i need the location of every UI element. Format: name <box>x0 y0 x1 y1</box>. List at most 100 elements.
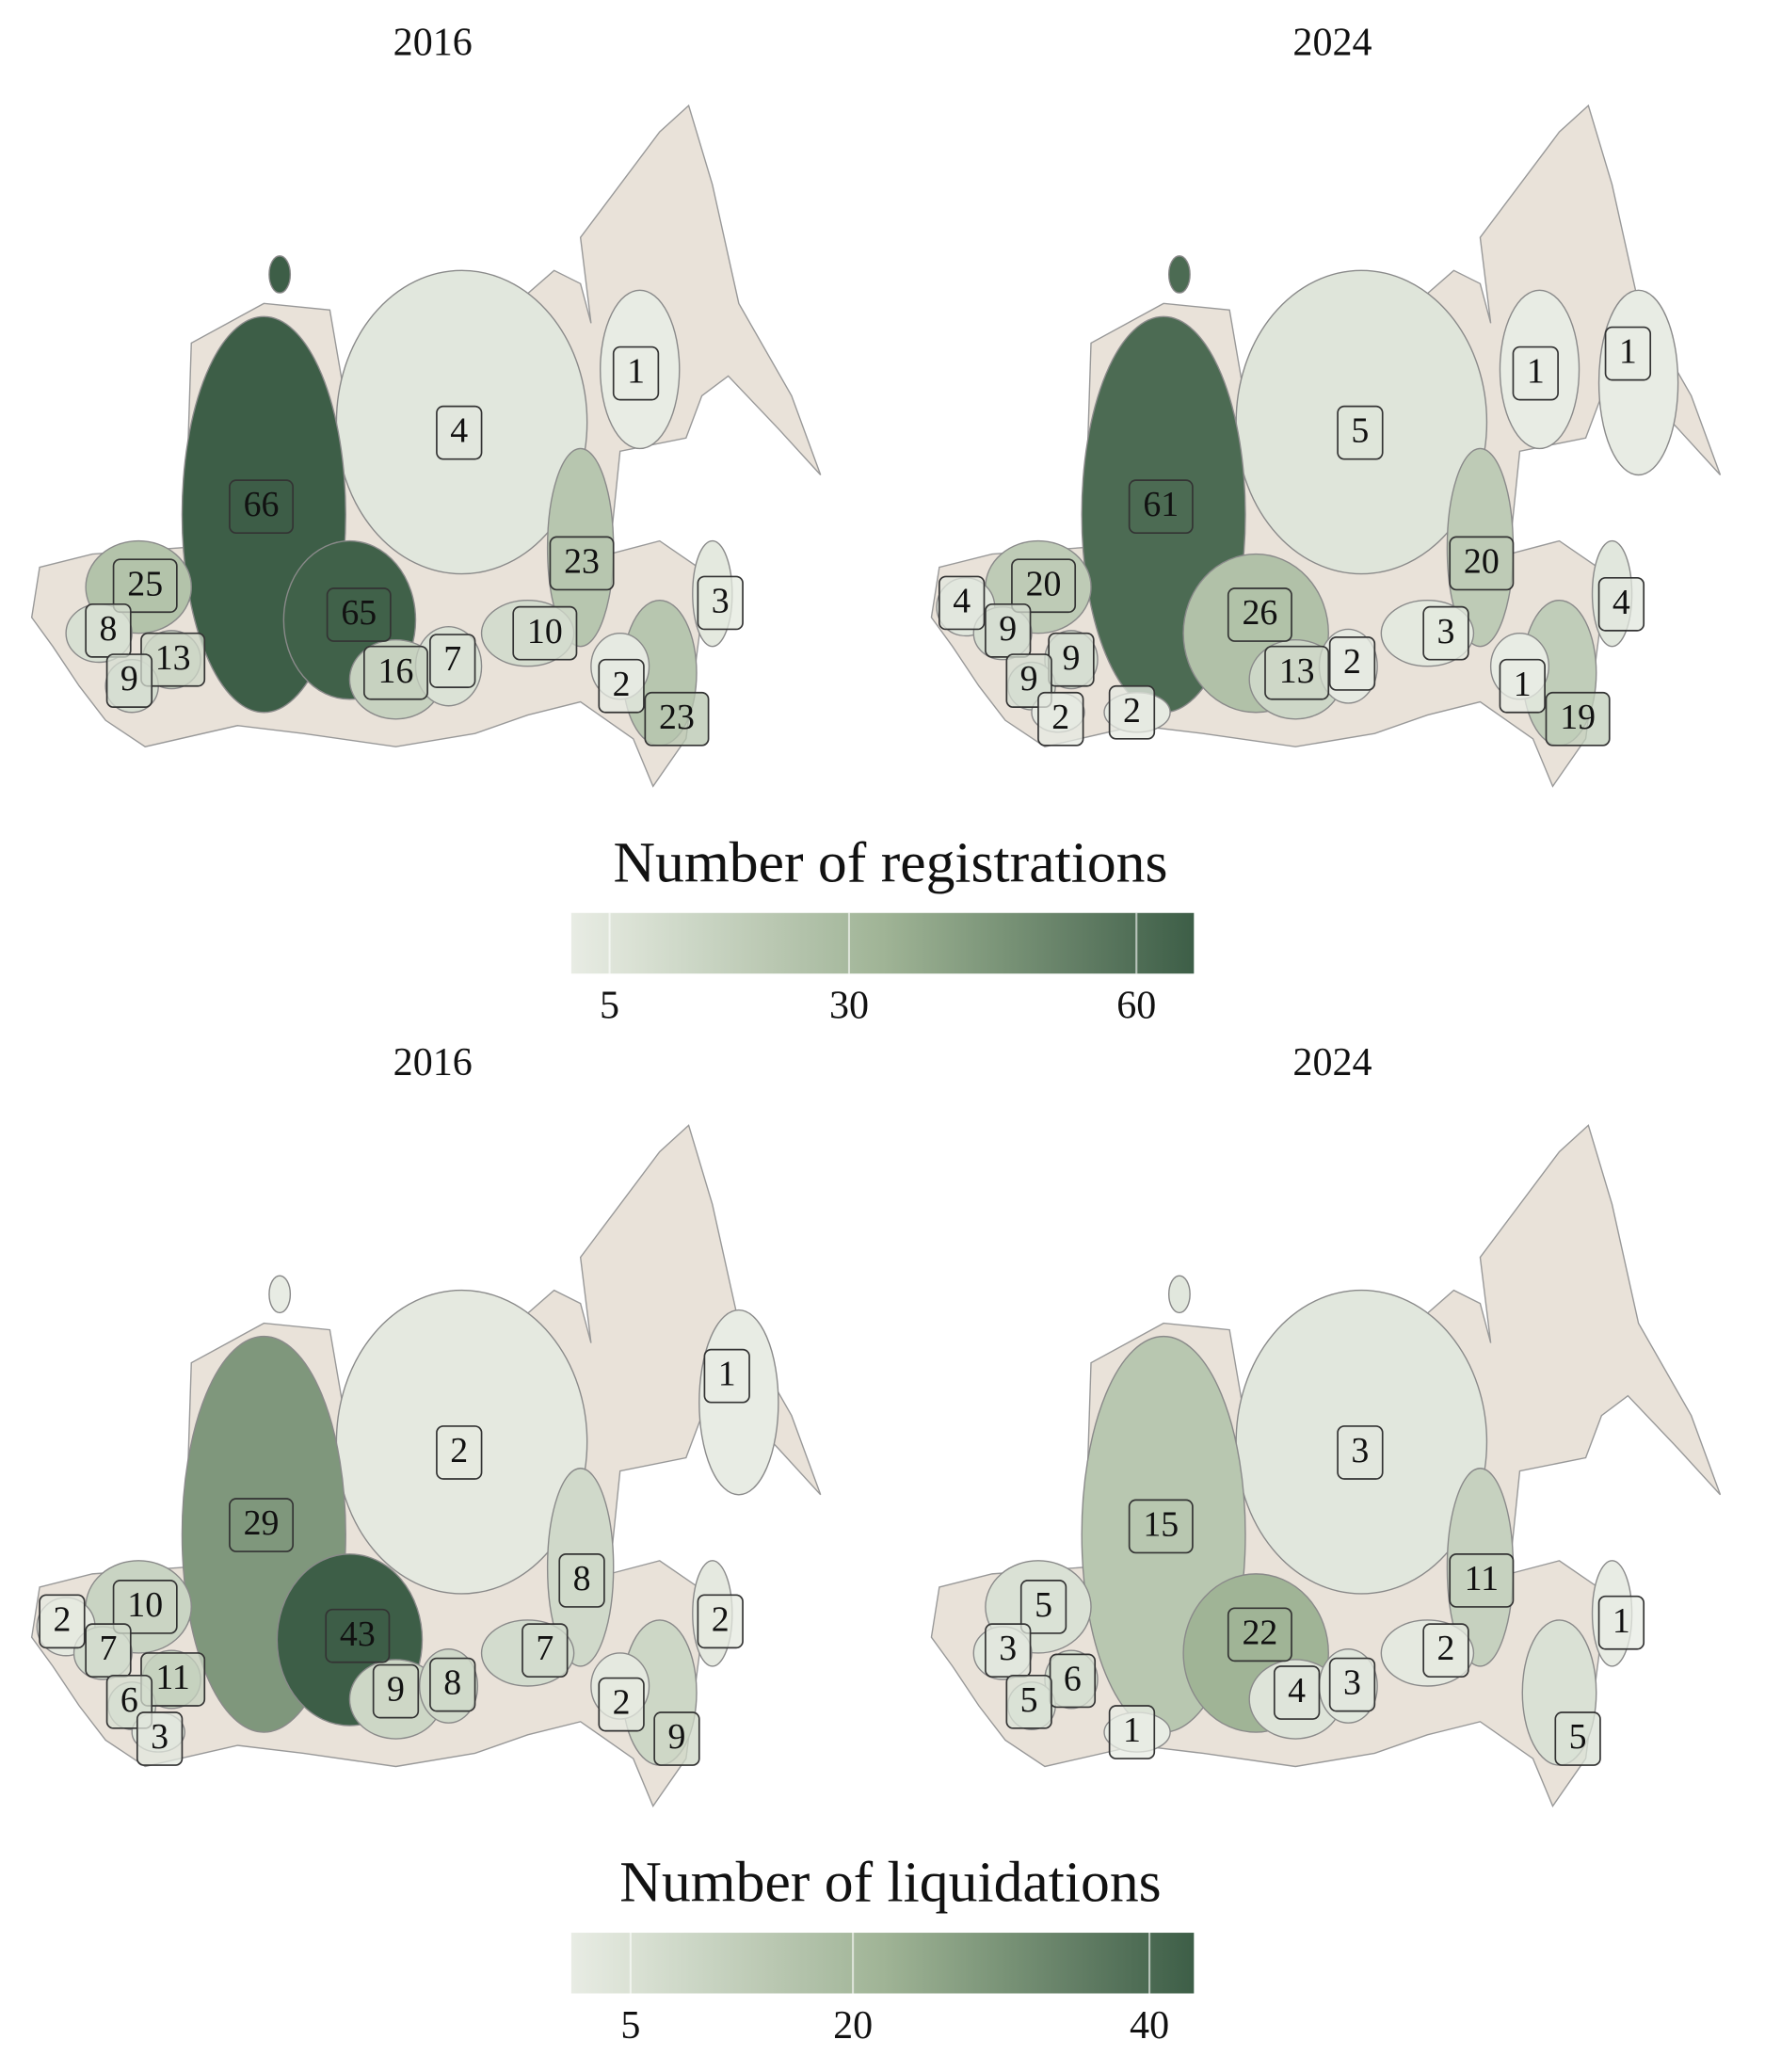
value-label: 9 <box>668 1717 686 1757</box>
value-label: 8 <box>100 609 118 649</box>
value-box <box>1108 684 1156 740</box>
value-box <box>1037 691 1084 747</box>
value-box <box>1512 345 1559 401</box>
value-box <box>1011 558 1077 614</box>
value-label: 9 <box>387 1670 405 1710</box>
colorbar-tick-label: 20 <box>833 2004 873 2048</box>
value-box <box>85 1623 132 1678</box>
value-label: 65 <box>341 593 377 633</box>
colorbar-tick-label: 5 <box>600 985 619 1028</box>
value-label: 2 <box>1437 1629 1455 1668</box>
value-label: 19 <box>1560 698 1596 737</box>
value-label: 2 <box>1123 691 1141 731</box>
value-box <box>644 691 710 747</box>
value-label: 3 <box>1343 1663 1361 1703</box>
value-label: 4 <box>1288 1671 1306 1711</box>
value-label: 5 <box>1035 1585 1052 1625</box>
value-box <box>112 558 178 614</box>
value-box <box>653 1711 700 1766</box>
value-box <box>549 536 615 591</box>
value-label: 23 <box>564 541 600 581</box>
value-label: 10 <box>527 612 563 651</box>
value-label: 2 <box>613 665 631 704</box>
value-label: 4 <box>953 582 971 621</box>
value-box <box>1019 1580 1067 1634</box>
colorbar <box>570 1933 1195 1994</box>
value-box <box>1005 1674 1052 1729</box>
value-label: 66 <box>244 485 280 524</box>
value-label: 1 <box>1514 665 1532 704</box>
value-box <box>1328 636 1376 691</box>
map-panel: 2016 66 4 1 25 23 3 65 8 13 10 7 16 9 2 23 <box>30 22 822 788</box>
value-box <box>1328 1657 1376 1712</box>
value-label: 43 <box>340 1614 376 1654</box>
value-box <box>1108 1705 1156 1759</box>
value-box <box>612 345 660 401</box>
value-box <box>521 1623 569 1678</box>
value-label: 1 <box>1527 352 1545 392</box>
value-label: 9 <box>120 659 138 699</box>
value-label: 11 <box>1465 1559 1499 1598</box>
value-box <box>136 1711 184 1766</box>
panel-title: 2016 <box>393 22 473 65</box>
value-label: 5 <box>1020 1680 1038 1720</box>
value-label: 25 <box>127 564 163 603</box>
colorbar-tick-label: 40 <box>1130 2004 1169 2048</box>
value-box <box>429 1657 476 1712</box>
value-box <box>1273 1665 1321 1720</box>
value-label: 22 <box>1242 1613 1277 1652</box>
value-label: 15 <box>1143 1505 1179 1545</box>
value-label: 2 <box>53 1599 71 1639</box>
value-label: 5 <box>1569 1717 1587 1757</box>
value-box <box>1545 691 1611 747</box>
value-box <box>362 645 428 700</box>
value-label: 3 <box>999 1629 1017 1668</box>
value-box <box>1337 405 1384 460</box>
value-box <box>1604 326 1652 381</box>
island <box>1167 1275 1191 1314</box>
value-box <box>39 1594 86 1649</box>
value-label: 7 <box>443 639 461 679</box>
island <box>268 255 292 294</box>
value-box <box>1264 645 1330 700</box>
value-label: 2 <box>613 1683 631 1723</box>
value-box <box>1449 1553 1515 1608</box>
value-box <box>372 1663 420 1719</box>
value-box <box>1449 536 1515 591</box>
value-label: 3 <box>712 582 730 621</box>
value-box <box>1128 1499 1194 1554</box>
colorbar-tick-label: 5 <box>620 2004 640 2048</box>
value-label: 20 <box>1464 541 1500 581</box>
value-label: 26 <box>1242 593 1277 633</box>
value-box <box>512 605 578 661</box>
value-label: 1 <box>1619 332 1637 372</box>
value-box <box>429 634 476 688</box>
panel-title: 2024 <box>1292 1041 1372 1084</box>
value-label: 13 <box>1279 651 1315 691</box>
value-label: 5 <box>1351 411 1369 451</box>
value-box <box>1128 479 1194 535</box>
value-box <box>1597 1595 1645 1650</box>
value-label: 7 <box>536 1629 554 1668</box>
value-label: 1 <box>1613 1601 1630 1641</box>
panel-title: 2016 <box>393 1041 473 1084</box>
island <box>268 1275 292 1314</box>
value-label: 9 <box>999 609 1017 649</box>
value-label: 2 <box>1051 698 1069 737</box>
value-label: 2 <box>712 1599 730 1639</box>
value-box <box>229 479 295 535</box>
value-label: 11 <box>155 1658 189 1697</box>
value-label: 29 <box>244 1503 280 1543</box>
value-label: 3 <box>1351 1431 1369 1470</box>
colorbar <box>570 912 1195 974</box>
island <box>1167 255 1191 294</box>
value-box <box>985 1623 1032 1678</box>
value-box <box>1227 1607 1292 1662</box>
value-label: 9 <box>1063 638 1081 678</box>
value-label: 8 <box>573 1559 591 1598</box>
value-label: 6 <box>120 1680 138 1720</box>
